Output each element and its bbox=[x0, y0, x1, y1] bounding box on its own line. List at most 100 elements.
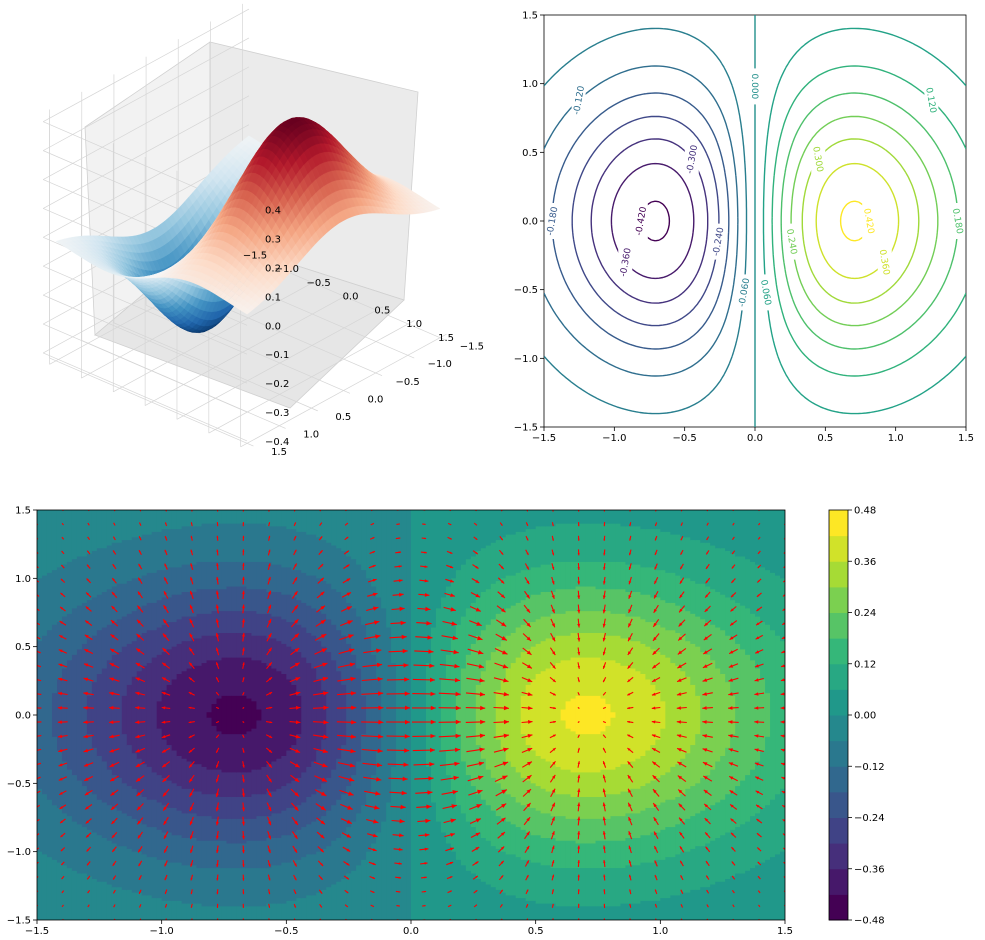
filled-contour-cell bbox=[151, 630, 158, 659]
filled-contour-cell bbox=[86, 510, 93, 555]
gradient-arrowhead bbox=[477, 775, 484, 780]
filled-contour-cell bbox=[680, 892, 686, 920]
filled-contour-cell bbox=[500, 851, 507, 894]
filled-contour-cell bbox=[555, 523, 562, 563]
filled-contour-cell bbox=[221, 734, 228, 773]
filled-contour-cell bbox=[595, 523, 602, 563]
filled-contour-cell bbox=[645, 529, 651, 568]
filled-contour-cell bbox=[321, 613, 327, 648]
gradient-arrowhead bbox=[139, 877, 141, 880]
filled-contour-cell bbox=[66, 769, 73, 817]
filled-contour-cell bbox=[640, 567, 646, 596]
filled-contour-cell bbox=[695, 540, 701, 585]
filled-contour-cell bbox=[655, 597, 661, 626]
filled-contour-cell bbox=[281, 786, 287, 812]
filled-contour-cell bbox=[500, 750, 507, 790]
filled-contour-cell bbox=[236, 561, 243, 588]
filled-contour-cell bbox=[545, 510, 552, 527]
filled-contour-cell bbox=[116, 652, 123, 779]
filled-contour-cell bbox=[710, 589, 716, 626]
filled-contour-cell bbox=[485, 884, 492, 920]
gradient-arrowhead bbox=[135, 677, 140, 681]
filled-contour-cell bbox=[565, 611, 572, 637]
filled-contour-cell bbox=[211, 906, 218, 920]
filled-contour-cell bbox=[585, 906, 592, 920]
filled-contour-cell bbox=[670, 602, 676, 631]
filled-contour-cell bbox=[595, 868, 602, 907]
filled-contour-cell bbox=[76, 780, 83, 825]
filled-contour-cell bbox=[570, 633, 577, 659]
filled-contour-cell bbox=[406, 510, 412, 920]
gradient-arrowhead bbox=[137, 820, 141, 825]
filled-contour-cell bbox=[116, 777, 123, 812]
filled-contour-cell bbox=[770, 510, 776, 574]
filled-contour-cell bbox=[371, 510, 377, 588]
filled-contour-cell bbox=[361, 859, 367, 920]
filled-contour-cell bbox=[530, 835, 537, 864]
filled-contour-cell bbox=[101, 761, 108, 804]
filled-contour-cell bbox=[251, 840, 258, 869]
filled-contour-cell bbox=[750, 510, 756, 563]
gradient-arrowhead bbox=[320, 564, 324, 567]
gradient-arrowhead bbox=[242, 535, 245, 538]
filled-contour-cell bbox=[186, 510, 193, 527]
contour-inline-label: 0.420 bbox=[861, 208, 875, 235]
filled-contour-cell bbox=[580, 818, 587, 845]
filled-contour-cell bbox=[605, 840, 612, 869]
filled-contour-cell bbox=[316, 788, 322, 820]
filled-contour-cell bbox=[670, 663, 676, 768]
filled-contour-cell bbox=[341, 510, 347, 552]
surface-z-tick-label: −0.4 bbox=[265, 437, 289, 448]
filled-contour-cell bbox=[246, 698, 253, 732]
gradient-arrowhead bbox=[188, 749, 192, 753]
filled-contour-cell bbox=[760, 750, 766, 809]
gradient-arrowhead bbox=[242, 779, 245, 783]
filled-contour-cell bbox=[206, 717, 213, 771]
filled-contour-cell bbox=[665, 772, 671, 801]
filled-contour-cell bbox=[37, 510, 43, 579]
filled-contour-cell bbox=[670, 799, 676, 828]
filled-contour-cell bbox=[645, 807, 651, 836]
filled-contour-cell bbox=[770, 857, 776, 920]
filled-contour-cell bbox=[241, 695, 248, 735]
gradient-arrowhead bbox=[404, 691, 410, 696]
gradient-arrowhead bbox=[113, 522, 115, 525]
filled-contour-cell bbox=[735, 643, 741, 787]
gradient-arrowhead bbox=[346, 578, 351, 582]
gradient-arrowhead bbox=[294, 605, 298, 610]
filled-contour-cell bbox=[156, 570, 163, 601]
filled-contour-cell bbox=[111, 510, 118, 544]
filled-contour-cell bbox=[61, 761, 68, 814]
gradient-arrowhead bbox=[85, 806, 89, 810]
gradient-arrowhead bbox=[454, 663, 460, 669]
contour-label-gap bbox=[633, 203, 648, 239]
filled-contour-cell bbox=[740, 780, 746, 825]
filled-contour-cell bbox=[625, 616, 632, 640]
filled-contour-cell bbox=[515, 827, 522, 858]
filled-contour-cell bbox=[645, 862, 651, 902]
filled-contour-cell bbox=[276, 510, 282, 527]
filled-contour-cell bbox=[540, 592, 547, 618]
gradient-arrowhead bbox=[399, 606, 405, 612]
filled-contour-cell bbox=[91, 597, 98, 637]
gradient-arrowhead bbox=[216, 864, 219, 867]
filled-contour-cell bbox=[121, 616, 128, 648]
filled-contour-cell bbox=[161, 859, 168, 902]
filled-contour-cell bbox=[695, 889, 701, 920]
gradient-arrowhead bbox=[188, 706, 192, 709]
filled-contour-cell bbox=[660, 570, 666, 601]
filled-contour-cell bbox=[146, 602, 153, 631]
filled-contour-cell bbox=[241, 906, 248, 920]
filled-contour-cell bbox=[236, 586, 243, 612]
gradient-arrowhead bbox=[165, 891, 167, 894]
gradient-arrowhead bbox=[188, 692, 192, 695]
gradient-arrowhead bbox=[269, 920, 270, 921]
gradient-arrowhead bbox=[376, 762, 383, 768]
filled-contour-cell bbox=[171, 900, 178, 920]
filled-contour-cell bbox=[246, 523, 253, 563]
gradient-arrowhead bbox=[268, 590, 271, 595]
filled-contour-cell bbox=[520, 624, 527, 653]
surface-y-tick-label: −1.0 bbox=[428, 359, 452, 370]
filled-contour-cell bbox=[755, 564, 761, 618]
filled-contour-cell bbox=[381, 608, 387, 823]
